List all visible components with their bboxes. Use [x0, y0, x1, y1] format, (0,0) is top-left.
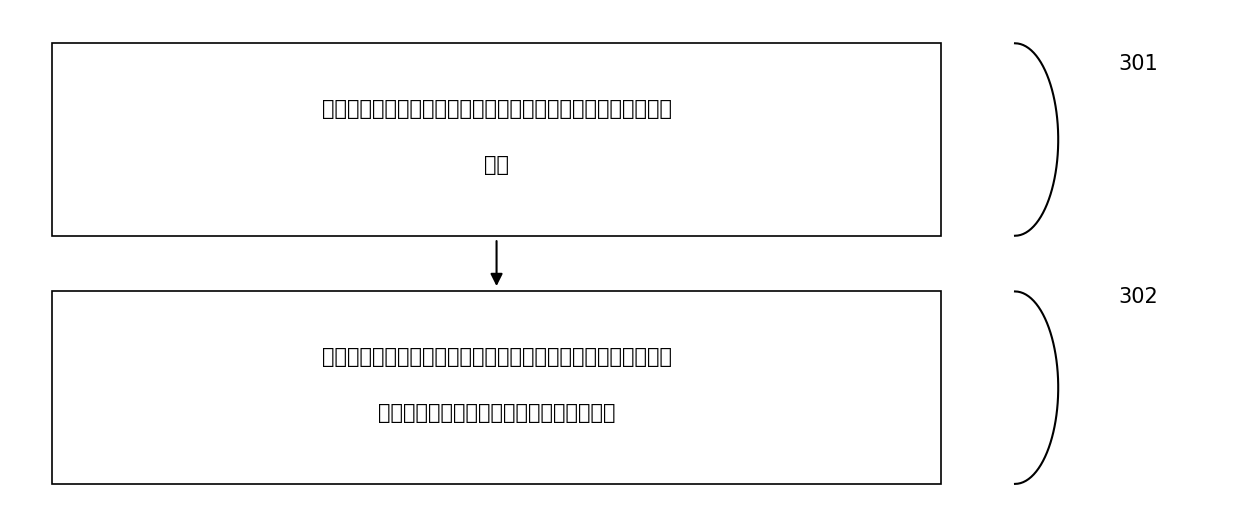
FancyBboxPatch shape: [52, 291, 941, 484]
Text: 定温度的差值控制进入风机盘管机组的水量: 定温度的差值控制进入风机盘管机组的水量: [378, 403, 615, 423]
Text: 302: 302: [1118, 287, 1158, 307]
Text: 获取室内的环境温度、空调系统的露点温度以及空调系统的设定: 获取室内的环境温度、空调系统的露点温度以及空调系统的设定: [321, 99, 672, 119]
Text: 温度: 温度: [484, 155, 510, 175]
Text: 根据获取到的环境温度、空调系统的露点温度以及空调系统的设: 根据获取到的环境温度、空调系统的露点温度以及空调系统的设: [321, 347, 672, 367]
FancyBboxPatch shape: [52, 44, 941, 236]
Text: 301: 301: [1118, 54, 1158, 74]
